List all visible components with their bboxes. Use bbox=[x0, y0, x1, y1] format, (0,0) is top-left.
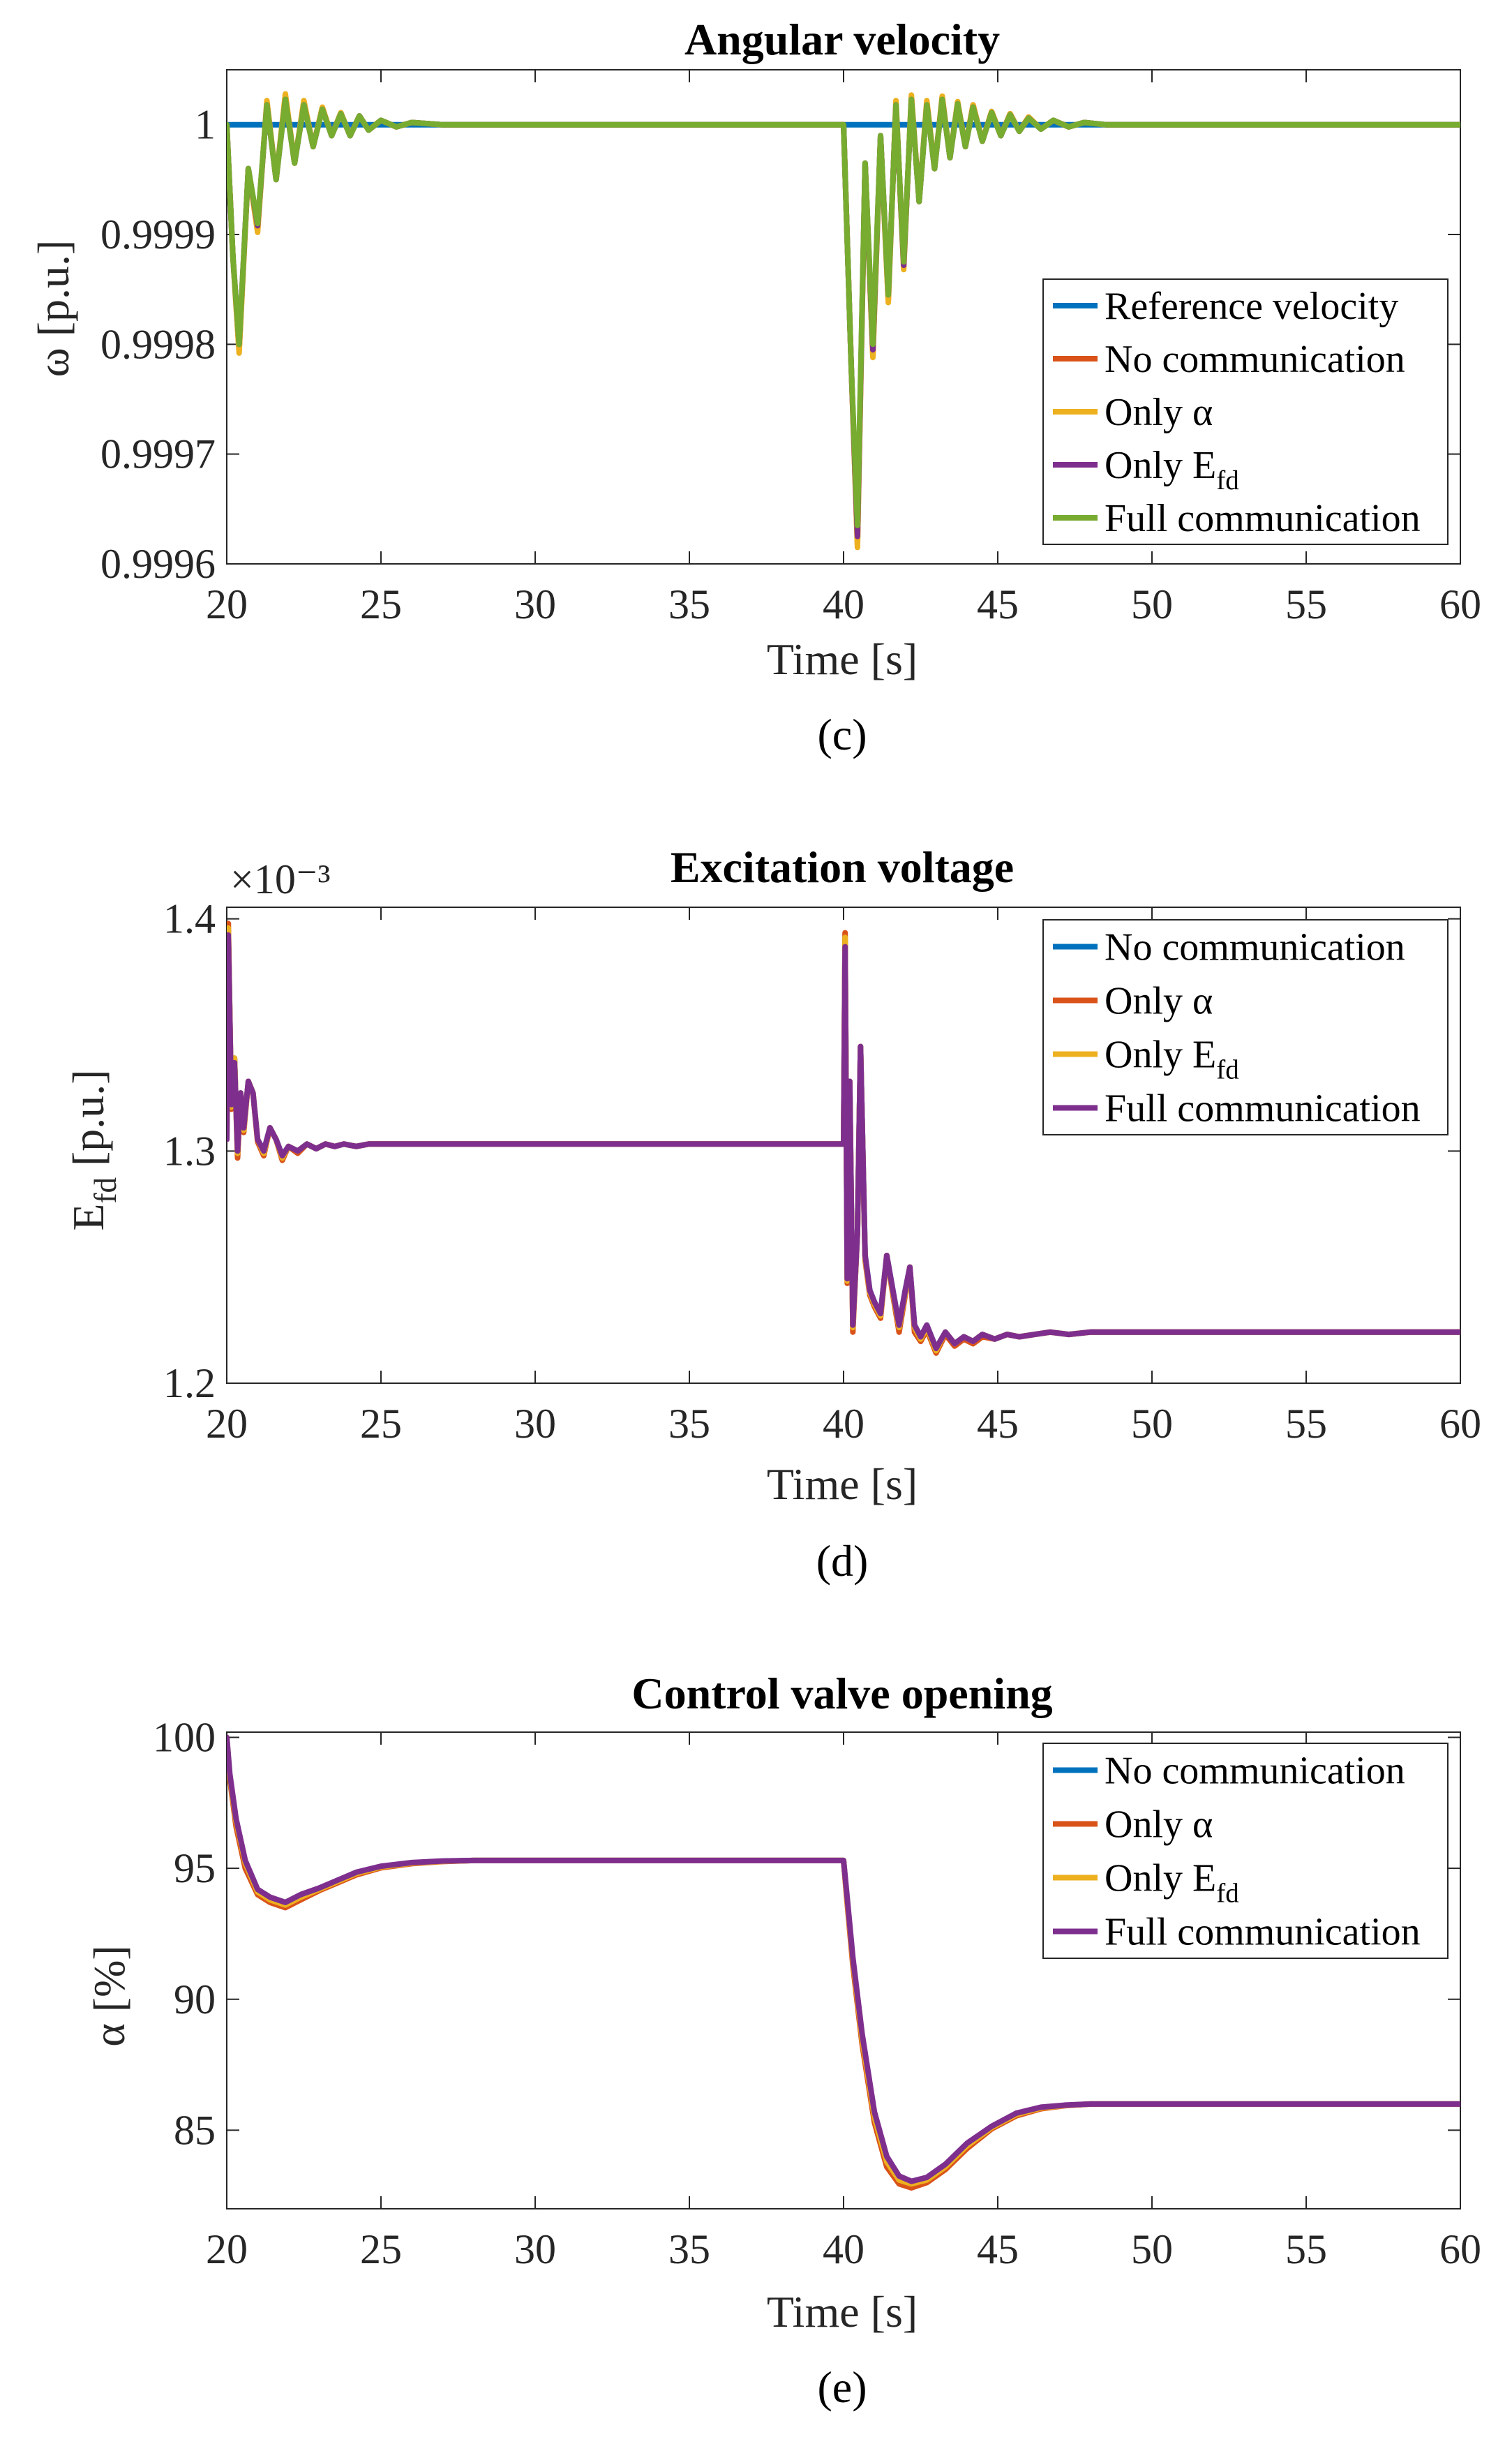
panel-control-valve-opening: Control valve opening 20 25 30 35 40 45 50 55 60… bbox=[84, 1669, 1481, 2412]
x-tick-label: 30 bbox=[514, 2226, 556, 2272]
legend-label: No communication bbox=[1105, 926, 1405, 969]
panel-angular-velocity: Angular velocity 20 25 30 35 40 45 50 55 60 0.999… bbox=[29, 15, 1481, 759]
series-group bbox=[227, 1734, 1460, 2191]
x-tick-label: 50 bbox=[1131, 581, 1173, 627]
x-tick-label: 45 bbox=[977, 2226, 1019, 2272]
x-axis-label: Time [s] bbox=[767, 634, 918, 684]
y-tick-label: 100 bbox=[153, 1715, 216, 1761]
legend-label: Full communication bbox=[1105, 1911, 1421, 1954]
series-group bbox=[227, 921, 1460, 1356]
x-tick-label: 35 bbox=[668, 1401, 710, 1447]
y-tick-label: 0.9996 bbox=[100, 541, 216, 587]
x-tick-label: 55 bbox=[1285, 581, 1327, 627]
series-line-full-communication bbox=[227, 932, 1460, 1352]
legend-label: No communication bbox=[1105, 338, 1405, 381]
chart-title: Angular velocity bbox=[684, 15, 1000, 64]
y-tick-label: 0.9999 bbox=[100, 211, 216, 258]
x-tick-label: 30 bbox=[514, 581, 556, 627]
x-tick-label: 45 bbox=[977, 581, 1019, 627]
x-axis-label: Time [s] bbox=[767, 2287, 918, 2337]
y-axis-label: Efd [p.u.] bbox=[63, 1069, 123, 1230]
y-tick-label: 1 bbox=[195, 102, 216, 148]
legend-label: Reference velocity bbox=[1105, 285, 1398, 328]
legend-label: Only Efd bbox=[1105, 1857, 1239, 1909]
x-tick-label: 25 bbox=[360, 1401, 402, 1447]
x-axis-label: Time [s] bbox=[767, 1459, 918, 1509]
plot-area: 20 25 30 35 40 45 50 55 60 0.9996 0.9997 0.9998 0.99… bbox=[100, 69, 1481, 627]
series-group bbox=[227, 91, 1460, 551]
x-tick-label: 20 bbox=[206, 581, 248, 627]
series-line-full-communication bbox=[227, 1734, 1460, 2184]
y-tick-label: 90 bbox=[174, 1976, 216, 2022]
y-tick-label: 85 bbox=[174, 2107, 216, 2153]
y-tick-label: 1.3 bbox=[163, 1128, 216, 1174]
legend: Reference velocity No communication Only α… bbox=[1042, 278, 1449, 545]
y-exponent-label: ×10⁻³ bbox=[230, 856, 331, 902]
y-tick-label: 0.9997 bbox=[100, 431, 216, 477]
chart-title: Control valve opening bbox=[631, 1669, 1052, 1718]
x-tick-label: 55 bbox=[1285, 2226, 1327, 2272]
plot-area: 20 25 30 35 40 45 50 55 60 85 90 95 100 No communicat… bbox=[153, 1715, 1481, 2272]
x-tick-label: 25 bbox=[360, 581, 402, 627]
chart-title: Excitation voltage bbox=[671, 842, 1014, 892]
legend-label: Only Efd bbox=[1105, 444, 1239, 495]
x-tick-label: 40 bbox=[823, 581, 864, 627]
legend-label: Only α bbox=[1105, 391, 1213, 434]
y-tick-label: 0.9998 bbox=[100, 321, 216, 367]
x-tick-label: 20 bbox=[206, 2226, 248, 2272]
legend-label: No communication bbox=[1105, 1750, 1405, 1793]
x-tick-label: 60 bbox=[1439, 581, 1481, 627]
x-tick-label: 40 bbox=[823, 1401, 864, 1447]
y-axis-label: ω [p.u.] bbox=[29, 240, 78, 378]
x-tick-label: 25 bbox=[360, 2226, 402, 2272]
x-tick-label: 45 bbox=[977, 1401, 1019, 1447]
x-tick-label: 60 bbox=[1439, 2226, 1481, 2272]
legend-label: Full communication bbox=[1105, 1087, 1421, 1131]
legend-label: Only Efd bbox=[1105, 1034, 1239, 1085]
x-tick-label: 35 bbox=[668, 2226, 710, 2272]
y-tick-label: 95 bbox=[174, 1845, 216, 1891]
panel-label: (e) bbox=[817, 2362, 867, 2412]
y-axis-label: α [%] bbox=[84, 1945, 134, 2046]
x-tick-label: 55 bbox=[1285, 1401, 1327, 1447]
panel-excitation-voltage: Excitation voltage ×10⁻³ 20 25 30 35 40 45 50 5… bbox=[63, 842, 1481, 1586]
legend-label: Only α bbox=[1105, 1803, 1213, 1847]
legend-label: Only α bbox=[1105, 980, 1213, 1023]
legend-label: Full communication bbox=[1105, 497, 1421, 540]
x-tick-label: 50 bbox=[1131, 2226, 1173, 2272]
x-tick-label: 40 bbox=[823, 2226, 864, 2272]
panel-label: (c) bbox=[817, 710, 867, 759]
x-tick-label: 60 bbox=[1439, 1401, 1481, 1447]
plot-area: 20 25 30 35 40 45 50 55 60 1.2 1.3 1.4 No communicat… bbox=[163, 896, 1481, 1447]
legend-box bbox=[1042, 278, 1449, 545]
x-tick-label: 20 bbox=[206, 1401, 248, 1447]
panel-label: (d) bbox=[816, 1536, 869, 1586]
x-tick-label: 35 bbox=[668, 581, 710, 627]
legend-box bbox=[1042, 919, 1449, 1135]
y-tick-label: 1.4 bbox=[163, 896, 216, 942]
series-line-full-communication bbox=[227, 96, 1460, 528]
x-tick-label: 50 bbox=[1131, 1401, 1173, 1447]
x-tick-label: 30 bbox=[514, 1401, 556, 1447]
y-tick-label: 1.2 bbox=[163, 1360, 216, 1406]
legend-box bbox=[1042, 1743, 1449, 1959]
